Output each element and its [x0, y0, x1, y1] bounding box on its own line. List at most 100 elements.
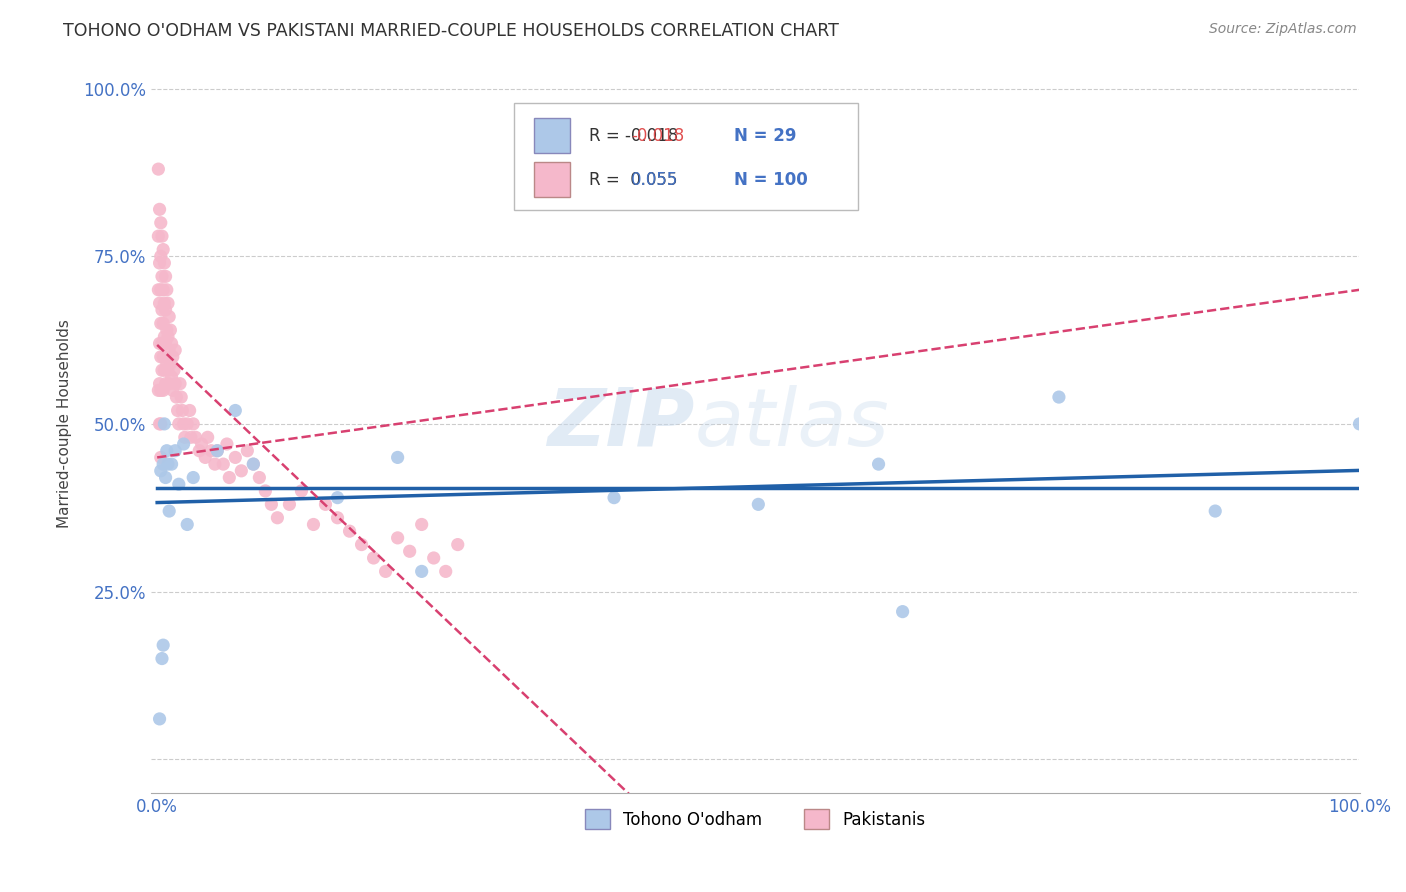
Text: ZIP: ZIP — [547, 384, 695, 463]
Point — [155, 470, 177, 484]
Point — [247, 470, 270, 484]
Point — [162, 384, 184, 398]
Point — [159, 323, 181, 337]
Point — [747, 497, 769, 511]
FancyBboxPatch shape — [513, 103, 858, 210]
Point — [190, 437, 212, 451]
Point — [447, 538, 470, 552]
Point — [156, 283, 179, 297]
Point — [167, 477, 190, 491]
Point — [148, 162, 170, 177]
Point — [150, 651, 173, 665]
Point — [167, 417, 190, 431]
Point — [152, 243, 174, 257]
Point — [326, 510, 349, 524]
Text: N = 29: N = 29 — [734, 127, 796, 145]
Point — [215, 437, 238, 451]
Point — [149, 249, 172, 263]
Point — [326, 491, 349, 505]
Text: R =  0.055: R = 0.055 — [589, 170, 678, 189]
Point — [242, 457, 264, 471]
Point — [374, 565, 396, 579]
Point — [398, 544, 420, 558]
Text: TOHONO O'ODHAM VS PAKISTANI MARRIED-COUPLE HOUSEHOLDS CORRELATION CHART: TOHONO O'ODHAM VS PAKISTANI MARRIED-COUP… — [63, 22, 839, 40]
Point — [350, 538, 373, 552]
Point — [181, 417, 204, 431]
Point — [156, 443, 179, 458]
Y-axis label: Married-couple Households: Married-couple Households — [58, 319, 72, 528]
Point — [152, 457, 174, 471]
Point — [162, 350, 184, 364]
Point — [150, 336, 173, 351]
Point — [1204, 504, 1226, 518]
Point — [156, 330, 179, 344]
Point — [172, 403, 194, 417]
Point — [153, 296, 176, 310]
Point — [155, 336, 177, 351]
Point — [165, 376, 187, 391]
Point — [156, 296, 179, 310]
Point — [150, 269, 173, 284]
Point — [149, 283, 172, 297]
Point — [231, 464, 253, 478]
Point — [173, 437, 195, 451]
Point — [160, 457, 183, 471]
Point — [148, 712, 170, 726]
Point — [150, 363, 173, 377]
Point — [1348, 417, 1371, 431]
Point — [302, 517, 325, 532]
Point — [260, 497, 283, 511]
Point — [150, 302, 173, 317]
Point — [339, 524, 361, 538]
Text: Source: ZipAtlas.com: Source: ZipAtlas.com — [1209, 22, 1357, 37]
Point — [218, 470, 240, 484]
Point — [266, 510, 288, 524]
Point — [150, 229, 173, 244]
Point — [163, 363, 186, 377]
Point — [236, 443, 259, 458]
Text: atlas: atlas — [695, 384, 890, 463]
Legend: Tohono O'odham, Pakistanis: Tohono O'odham, Pakistanis — [578, 802, 932, 836]
Point — [157, 504, 180, 518]
Point — [194, 450, 217, 465]
Point — [363, 551, 385, 566]
Point — [160, 370, 183, 384]
Point — [152, 638, 174, 652]
Point — [148, 296, 170, 310]
Point — [149, 316, 172, 330]
Point — [224, 450, 246, 465]
Point — [149, 216, 172, 230]
Point — [173, 417, 195, 431]
Point — [180, 430, 202, 444]
Point — [188, 443, 211, 458]
Point — [224, 403, 246, 417]
Point — [173, 430, 195, 444]
Point — [868, 457, 890, 471]
Point — [181, 470, 204, 484]
Point — [176, 517, 198, 532]
Point — [156, 457, 179, 471]
Point — [159, 357, 181, 371]
Text: R = -0.018: R = -0.018 — [589, 127, 678, 145]
Point — [153, 256, 176, 270]
Point — [165, 443, 187, 458]
Point — [204, 457, 226, 471]
Point — [156, 323, 179, 337]
Point — [149, 350, 172, 364]
Point — [290, 483, 312, 498]
Point — [157, 376, 180, 391]
Point — [153, 417, 176, 431]
Point — [153, 363, 176, 377]
Point — [212, 457, 235, 471]
Point — [411, 517, 433, 532]
Point — [179, 403, 201, 417]
Point — [148, 384, 170, 398]
Point — [200, 443, 222, 458]
Point — [1047, 390, 1070, 404]
FancyBboxPatch shape — [534, 118, 571, 153]
Point — [148, 202, 170, 217]
Point — [242, 457, 264, 471]
Point — [160, 336, 183, 351]
Point — [155, 376, 177, 391]
Point — [603, 491, 626, 505]
